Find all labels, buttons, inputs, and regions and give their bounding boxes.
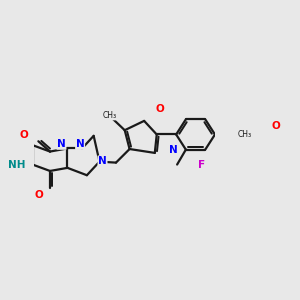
Text: CH₃: CH₃ <box>238 130 252 139</box>
Text: N: N <box>169 145 178 155</box>
Text: NH: NH <box>8 160 26 170</box>
Text: O: O <box>35 190 44 200</box>
Text: O: O <box>271 121 280 131</box>
Text: O: O <box>20 130 28 140</box>
Text: CH₃: CH₃ <box>102 111 116 120</box>
Text: F: F <box>199 160 206 170</box>
Text: N: N <box>98 156 107 166</box>
Text: O: O <box>155 104 164 114</box>
Text: N: N <box>76 139 85 149</box>
Text: N: N <box>57 139 66 149</box>
